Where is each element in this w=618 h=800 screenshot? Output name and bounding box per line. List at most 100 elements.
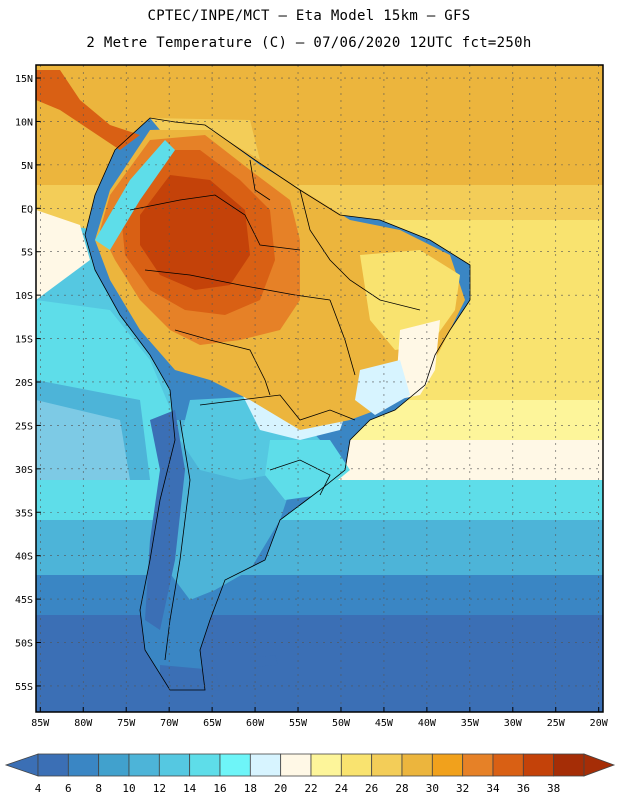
colorbar-cell: [128, 753, 160, 777]
colorbar-label: 36: [517, 782, 530, 795]
colorbar-label: 26: [365, 782, 378, 795]
colorbar-cell: [37, 753, 69, 777]
border-paraguay: [199, 394, 356, 421]
colorbar-cell: [280, 753, 312, 777]
falkland-islands: [250, 655, 278, 667]
lon-label: 70W: [160, 718, 179, 729]
central-america: [36, 70, 140, 150]
colorbar-cell: [158, 753, 191, 777]
east-coast-cool: [395, 320, 440, 400]
lat-label: 20S: [15, 378, 33, 389]
uruguay-south-brazil: [265, 440, 350, 500]
colorbar-cell: [310, 753, 342, 777]
colorbar-label: 32: [456, 782, 469, 795]
lat-label: 50S: [15, 639, 33, 650]
colorbar: 4 6 8 10 12 14 16 18 20 22 24 26 28 30 32 34 36 38: [4, 753, 616, 795]
colorbar-cell: [431, 753, 464, 777]
colorbar-label: 10: [122, 782, 135, 795]
colorbar-cell: [189, 753, 221, 777]
colorbar-label: 20: [274, 782, 287, 795]
lat-label: 45S: [15, 595, 33, 606]
map-frame: [35, 64, 604, 713]
pacific-warm-patch: [36, 210, 90, 300]
border-bolivia: [174, 329, 271, 396]
colorbar-label: 22: [304, 782, 317, 795]
lat-label: 5S: [21, 248, 33, 259]
lon-label: 45W: [375, 718, 394, 729]
border-north: [129, 194, 301, 251]
border-peru-brazil: [144, 269, 331, 301]
lat-label: 40S: [15, 552, 33, 563]
colorbar-cell: [249, 753, 282, 777]
lat-label: 25S: [15, 421, 33, 432]
lat-label: 55S: [15, 682, 33, 693]
colorbar-label: 38: [547, 782, 560, 795]
border-uruguay: [269, 459, 331, 496]
colorbar-cell: [522, 753, 555, 777]
ocean-band-40s: [36, 520, 603, 575]
coastline: [84, 117, 471, 691]
andes-cold: [145, 410, 185, 630]
border-venezuela: [249, 159, 271, 201]
ocean-band-45s: [36, 575, 603, 615]
caribbean-coast: [150, 118, 260, 160]
colorbar-label: 30: [426, 782, 439, 795]
lat-label: 5N: [21, 161, 33, 172]
colorbar-cell: [553, 753, 585, 777]
colorbar-cell: [219, 753, 251, 777]
colorbar-cell: [462, 753, 494, 777]
colorbar-cell: [371, 753, 403, 777]
colorbar-label: 24: [335, 782, 349, 795]
colorbar-label: 12: [153, 782, 166, 795]
colorbar-label: 16: [213, 782, 226, 795]
lat-label: 10S: [15, 291, 33, 302]
graticule: [36, 65, 603, 712]
lon-label: 65W: [203, 718, 222, 729]
lat-label: 35S: [15, 508, 33, 519]
lat-label: 15S: [15, 335, 33, 346]
border-brazil-states: [299, 189, 421, 311]
colorbar-cell: [401, 753, 433, 777]
borders: [84, 117, 471, 691]
pacific-deep-water: [36, 380, 150, 480]
southeast-cool: [355, 360, 410, 415]
lon-label: 60W: [246, 718, 265, 729]
andes-north: [95, 140, 175, 250]
amazon-hottest: [140, 175, 250, 290]
colorbar-label: 34: [486, 782, 500, 795]
colorbar-label: 6: [65, 782, 72, 795]
colorbar-cell: [340, 753, 373, 777]
lat-label: 30S: [15, 465, 33, 476]
border-brazil-center: [329, 299, 356, 376]
colorbar-label: 18: [244, 782, 257, 795]
temperature-map: 15N 10N 5N EQ 5S 10S 15S 20S 25S 30S 35S 40S 45S 50S 5…: [15, 64, 609, 729]
colorbar-label: 28: [395, 782, 408, 795]
chart-title-line1: CPTEC/INPE/MCT — Eta Model 15km — GFS: [147, 8, 471, 24]
latitude-labels: 15N 10N 5N EQ 5S 10S 15S 20S 25S 30S 35S 40S 45S 50S 5…: [15, 74, 33, 693]
colorbar-label: 8: [95, 782, 102, 795]
colorbar-cell: [492, 753, 524, 777]
lon-label: 75W: [117, 718, 136, 729]
colorbar-label: 14: [183, 782, 197, 795]
lon-label: 35W: [461, 718, 480, 729]
colorbar-arrow-right: [583, 753, 616, 777]
longitude-labels: 85W 80W 75W 70W 65W 60W 55W 50W 45W 40W 35W 30W 25W 2…: [31, 718, 608, 729]
lon-label: 40W: [418, 718, 437, 729]
colorbar-cell: [67, 753, 100, 777]
lat-label: EQ: [21, 204, 33, 215]
lat-label: 15N: [15, 74, 33, 85]
ocean-band-south: [36, 615, 603, 712]
lon-label: 20W: [590, 718, 609, 729]
colorbar-arrow-left: [4, 753, 39, 777]
map-field: [36, 65, 603, 712]
colorbar-cell: [98, 753, 130, 777]
lat-label: 10N: [15, 117, 33, 128]
lon-label: 25W: [547, 718, 566, 729]
lon-label: 85W: [31, 718, 50, 729]
border-chile-argentina: [164, 419, 191, 661]
chart-title-line2: 2 Metre Temperature (C) — 07/06/2020 12U…: [86, 35, 532, 51]
lon-label: 50W: [332, 718, 351, 729]
lon-label: 80W: [74, 718, 93, 729]
pacific-haze: [36, 400, 130, 480]
lon-label: 30W: [504, 718, 523, 729]
